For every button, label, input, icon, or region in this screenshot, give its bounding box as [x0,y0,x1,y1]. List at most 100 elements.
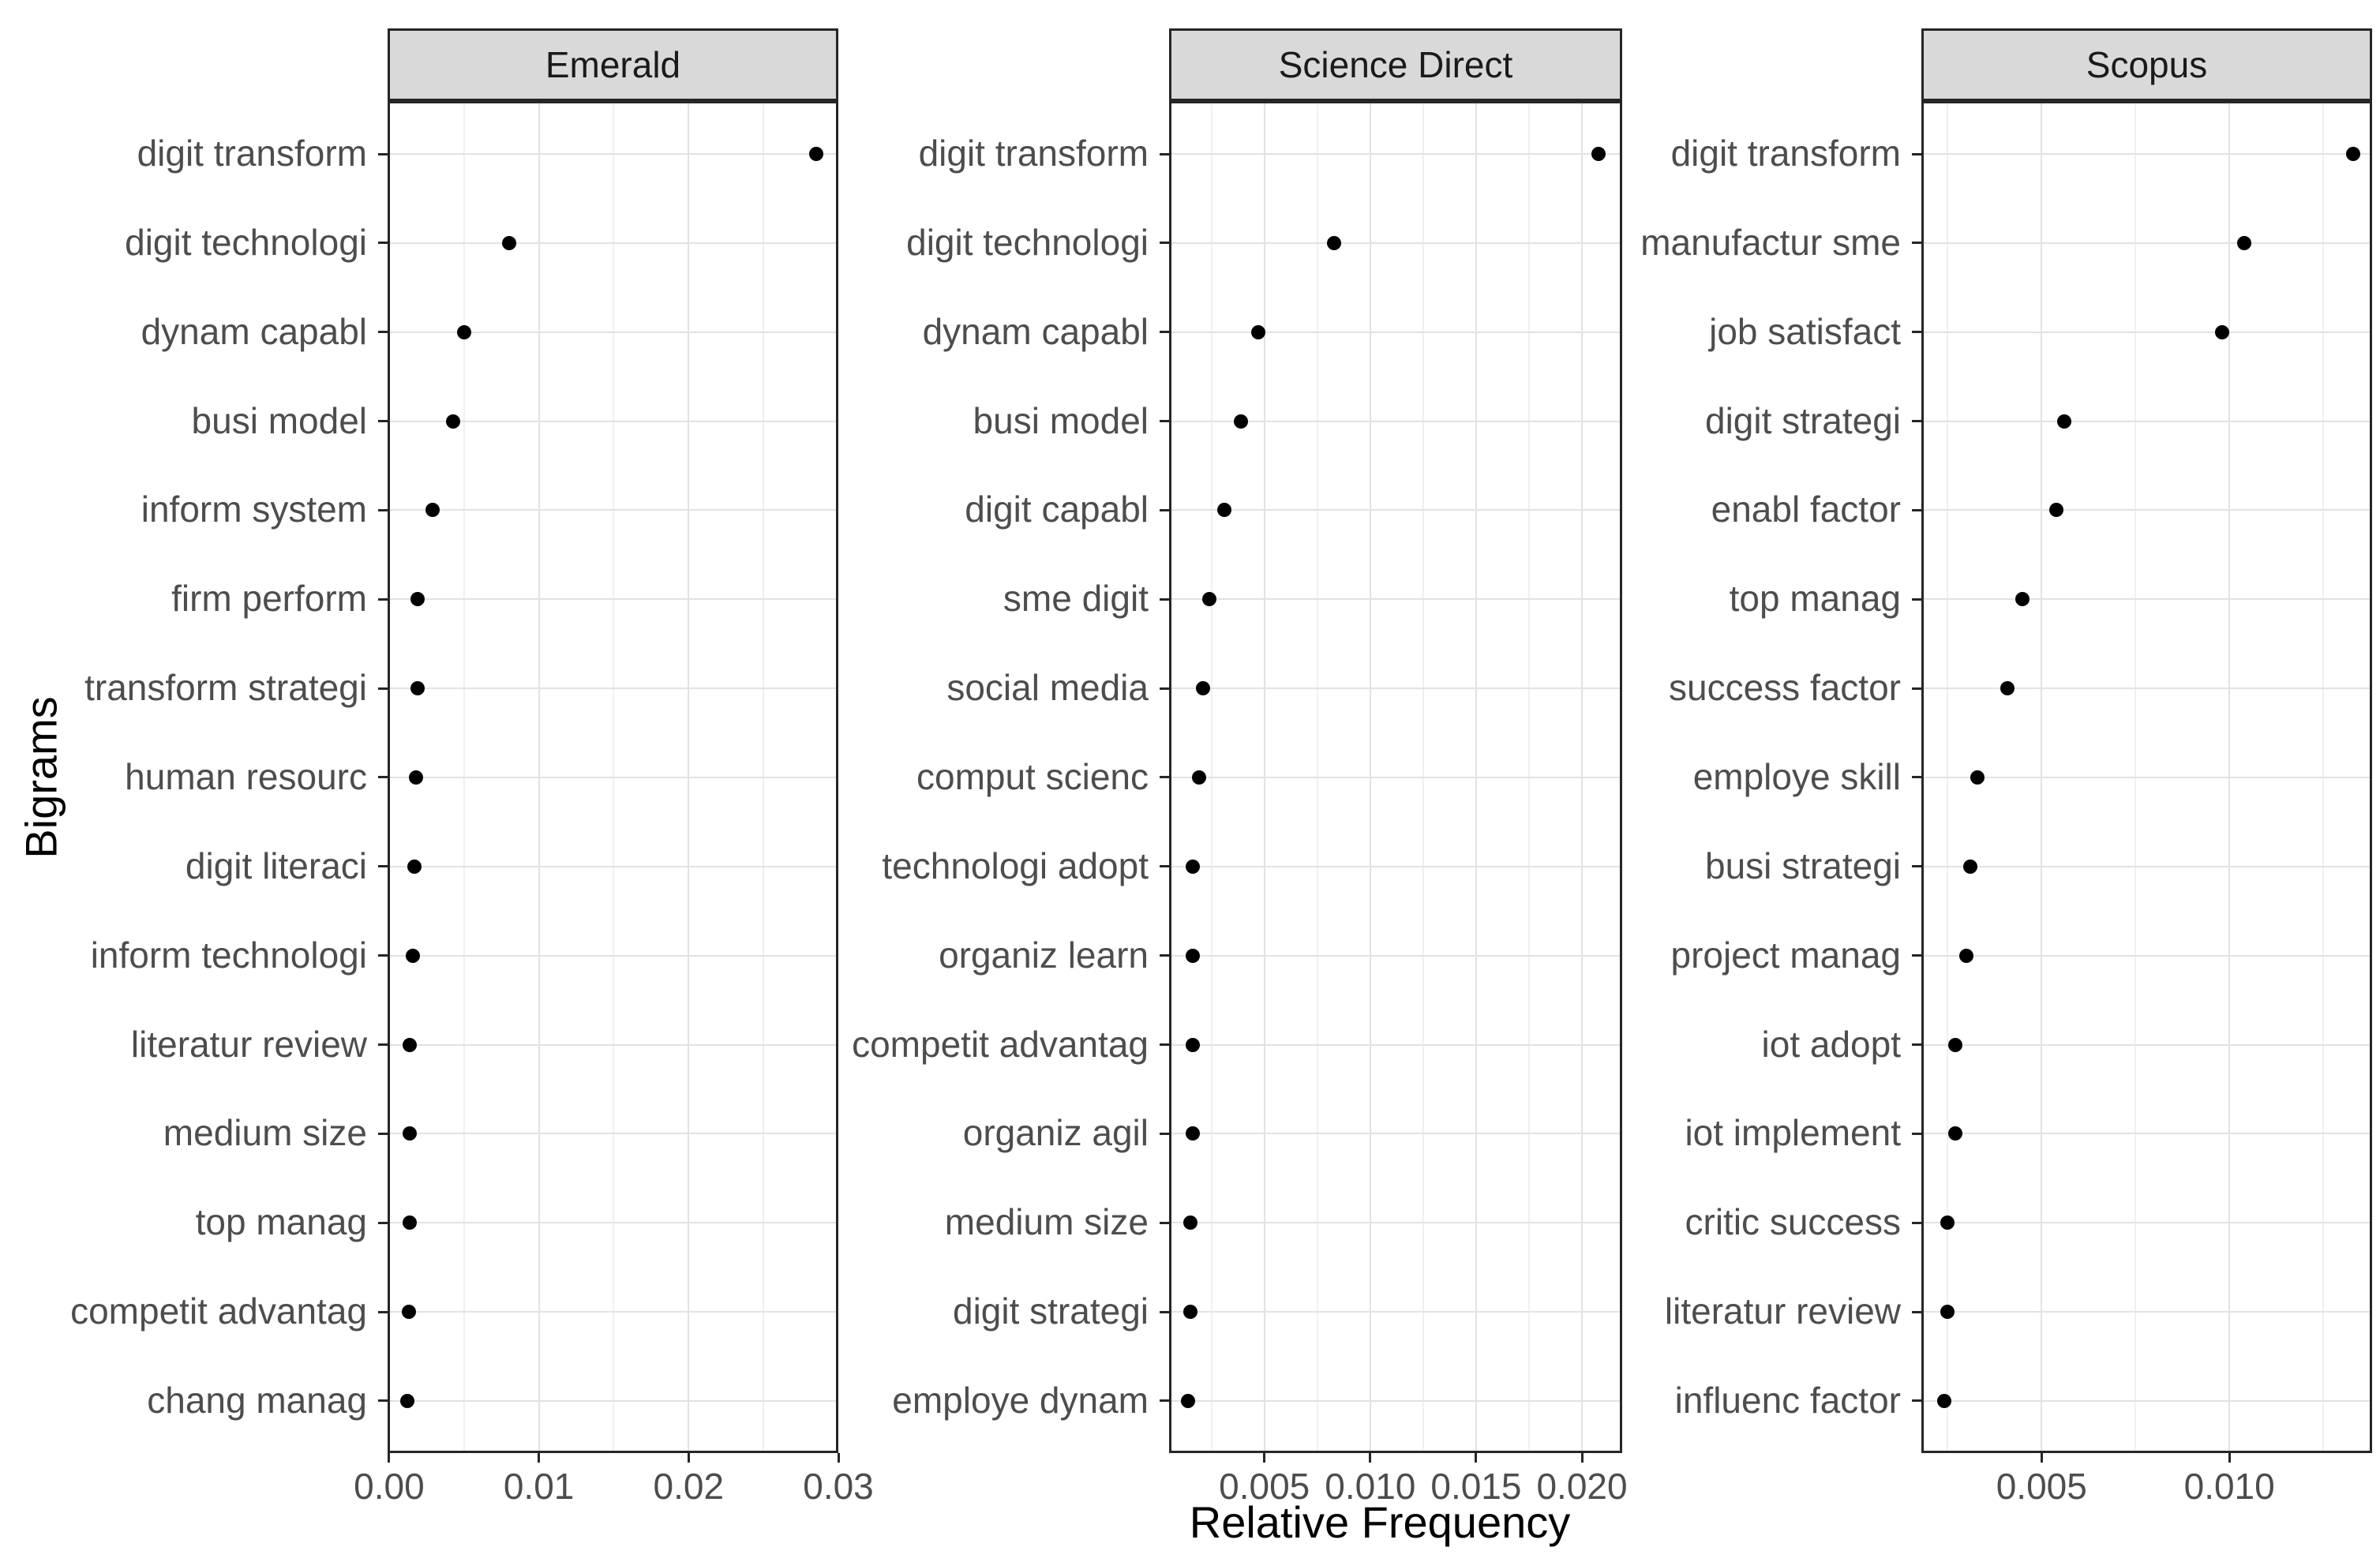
gridline-row [388,420,838,422]
y-tick-mark [378,1399,388,1403]
y-tick-label: comput scienc [916,755,1149,797]
gridline-row [1921,1222,2372,1224]
y-tick-label: job satisfact [1709,310,1901,352]
y-tick-label: firm perform [171,578,367,620]
y-tick-mark [1912,954,1921,957]
gridline-row [1169,1311,1622,1313]
gridline-row [1921,509,2372,511]
y-tick-mark [1160,1132,1169,1135]
y-tick-mark [1912,865,1921,868]
y-tick-mark [1160,597,1169,601]
data-point [446,414,461,429]
y-tick-label: digit transform [918,132,1149,174]
y-tick-mark [1912,331,1921,334]
data-point [1195,681,1210,696]
y-tick-label: organiz agil [962,1112,1149,1154]
y-tick-label: top manag [1729,578,1901,620]
data-point [1327,235,1342,250]
y-tick-mark [378,865,388,868]
y-tick-mark [378,508,388,511]
data-point [1970,770,1985,785]
y-tick-mark [1912,1043,1921,1047]
gridline-row [388,242,838,244]
x-axis-title: Relative Frequency [1189,1497,1571,1547]
facet-strip: Scopus [1921,28,2372,101]
y-tick-label: literatur review [1664,1290,1901,1332]
y-tick-mark [378,597,388,601]
gridline-row [1921,1399,2372,1402]
y-tick-mark [1912,420,1921,423]
y-tick-label: competit advantag [70,1290,367,1332]
gridline-row [388,776,838,778]
x-tick-mark [2040,1453,2043,1463]
gridline-row [388,509,838,511]
data-point [2015,592,2030,607]
gridline-row [388,1043,838,1046]
x-tick-label: 0.010 [2183,1466,2275,1507]
gridline-row [1169,1222,1622,1224]
facet-title: Science Direct [1278,44,1513,85]
data-point [1185,1126,1200,1141]
gridline-row [1169,331,1622,333]
y-axis-title: Bigrams [16,696,66,859]
x-tick-mark [837,1453,840,1463]
x-tick-label: 0.02 [653,1466,725,1507]
x-tick-mark [1263,1453,1266,1463]
x-tick-label: 0.00 [354,1466,425,1507]
gridline-row [388,865,838,867]
y-tick-label: technologi adopt [882,845,1149,886]
data-point [1947,1037,1962,1052]
facet-panel [388,101,838,1453]
y-tick-mark [1160,1043,1169,1047]
data-point [1185,1037,1200,1052]
data-point [1185,948,1200,963]
gridline-row [1921,331,2372,333]
y-tick-mark [1912,1399,1921,1403]
y-tick-mark [1160,508,1169,511]
y-tick-label: dynam capabl [141,310,367,352]
gridline-row [388,598,838,601]
y-tick-label: critic success [1685,1201,1901,1243]
y-tick-mark [1912,597,1921,601]
y-tick-mark [378,331,388,334]
data-point [401,1305,416,1320]
y-tick-label: chang manag [147,1379,367,1421]
y-tick-label: influenc factor [1674,1379,1901,1421]
y-tick-label: enabl factor [1711,489,1901,530]
gridline-row [1921,1311,2372,1313]
y-tick-mark [378,776,388,779]
y-tick-mark [1912,1132,1921,1135]
y-tick-mark [378,152,388,155]
data-point [1234,414,1249,429]
y-tick-label: manufactur sme [1640,221,1901,263]
gridline-row [388,954,838,957]
y-tick-label: digit technologi [906,221,1149,263]
x-tick-label: 0.01 [503,1466,575,1507]
x-tick-label: 0.010 [1325,1466,1416,1507]
data-point [403,1126,418,1141]
y-tick-label: success factor [1669,667,1901,709]
y-tick-label: digit transform [1670,132,1901,174]
gridline-row [1169,865,1622,867]
data-point [410,681,425,696]
data-point [1936,1393,1951,1408]
gridline-row [1921,776,2372,778]
y-tick-label: medium size [163,1112,367,1154]
y-tick-label: digit transform [137,132,367,174]
y-tick-mark [378,687,388,690]
y-tick-label: digit literaci [185,845,367,886]
y-tick-label: employe skill [1692,755,1901,797]
data-point [406,948,421,963]
gridline-row [388,687,838,690]
gridline-row [1921,598,2372,601]
y-tick-mark [1160,954,1169,957]
y-tick-mark [1160,1221,1169,1224]
data-point [2056,414,2071,429]
y-tick-label: project manag [1670,934,1902,976]
y-tick-label: inform technologi [90,934,367,976]
y-tick-mark [1160,1310,1169,1313]
data-point [808,147,823,161]
x-tick-mark [1369,1453,1372,1463]
y-tick-mark [1160,420,1169,423]
data-point [1201,592,1216,607]
